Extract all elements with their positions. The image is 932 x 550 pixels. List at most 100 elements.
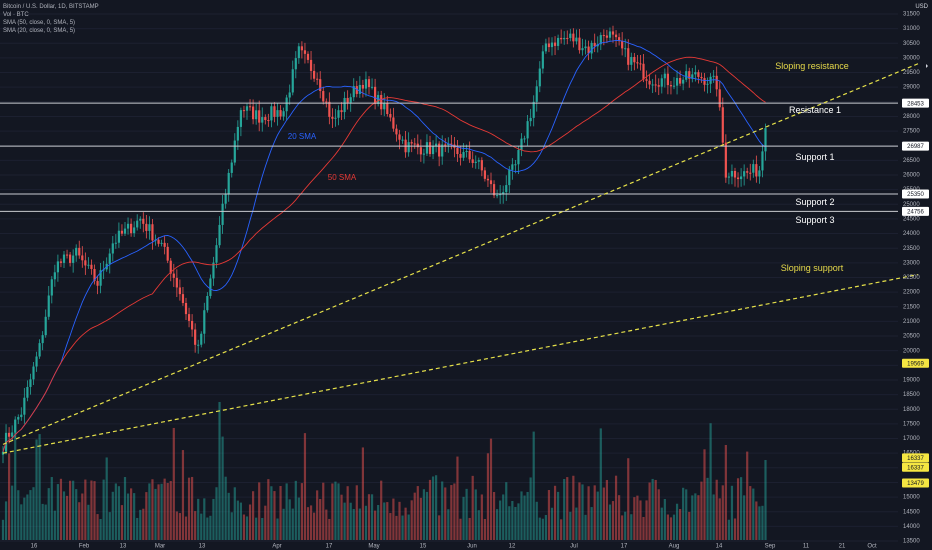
volume-bar [133,493,136,540]
candle-body [236,126,239,141]
candle-body [407,142,410,153]
volume-bar [166,482,169,540]
price-tag-box [902,206,929,216]
y-tick-label: 31000 [903,26,920,32]
candle-body [306,53,310,60]
volume-bar [276,518,279,540]
volume-bar [755,501,758,540]
price-tag: 28453 [902,98,929,108]
candle-body [425,142,429,154]
candle-body [752,164,755,173]
candle-body [349,97,352,103]
candle-body [114,242,117,244]
volume-bar [715,479,718,540]
candle-body [740,176,743,180]
volume-bar [233,487,236,540]
candle-body [685,71,688,80]
candle-body [416,143,419,148]
candle-body [151,224,154,241]
candle-body [340,110,343,113]
volume-bar [17,490,20,540]
candle-body [578,37,581,51]
volume-bar [316,490,319,540]
volume-bar [35,439,38,540]
candle-body [560,37,563,40]
candle-body [75,247,78,256]
volume-bar [102,479,105,540]
candle-body [386,102,389,115]
candle-body [599,35,602,45]
volume-bar [69,480,72,540]
candle-body [233,140,236,163]
y-tick-label: 14000 [903,524,920,530]
volume-bar [395,515,398,540]
candle-body [139,218,142,221]
candle-body [117,230,120,243]
volume-bar [370,494,374,540]
volume-bar [142,508,145,540]
candle-body [700,76,703,79]
candle-body [648,80,651,85]
candles [1,25,767,464]
volume-bar [712,494,715,540]
price-tag: 19569 [902,358,929,368]
volume-bar [313,512,316,540]
candle-body [130,223,133,234]
candle-body [633,56,636,63]
price-tag: 25350 [902,189,929,199]
indicator-sma50[interactable]: SMA (50, close, 0, SMA, 5) [3,20,76,26]
volume-bar [587,486,590,540]
volume-bar [447,509,450,540]
y-tick-label: 21000 [903,319,920,325]
candle-body [346,97,349,103]
candle-body [328,101,331,117]
volume-bar [718,498,721,540]
volume-bar [410,500,413,540]
candle-body [587,46,590,54]
volume-bar [264,505,267,540]
volume-bar [203,498,206,540]
volume-bar [425,491,429,540]
candle-body [53,272,56,280]
volume-bar [212,498,215,540]
candle-body [374,86,377,104]
indicator-volume[interactable]: Vol · BTC [3,12,29,18]
volume-bar [730,485,734,540]
volume-bar [590,507,593,540]
volume-bar [11,485,14,540]
volume-bar [78,502,81,540]
volume-bar [682,487,685,540]
volume-bar [227,492,230,540]
candle-body [520,138,523,151]
volume-bar [520,491,523,540]
x-tick-label: Sep [765,544,776,550]
price-tag-box [902,358,929,368]
candle-body [663,73,666,79]
annotation-label: Sloping resistance [775,61,849,71]
volume-bar [282,508,285,540]
y-tick-label: 26500 [903,158,920,164]
volume-bar [450,485,453,540]
candle-body [163,242,166,247]
candle-body [517,150,520,165]
candle-body [392,117,395,129]
candle-body [611,31,615,35]
candle-body [313,70,316,79]
candle-body [569,33,572,39]
volume-bar [654,479,657,540]
candle-body [300,46,303,51]
volume-bar [666,514,669,540]
candle-body [566,37,569,39]
volume-bar [26,494,29,540]
candle-body [224,194,227,204]
indicator-sma20[interactable]: SMA (20, close, 0, SMA, 5) [3,28,76,34]
volume-bar [700,481,703,540]
y-tick-label: 31500 [903,12,920,18]
candle-body [325,101,328,103]
candle-body [743,171,746,177]
volume-bar [517,503,520,540]
candle-body [203,310,206,334]
candle-body [675,78,679,86]
volume-bar [496,509,499,540]
